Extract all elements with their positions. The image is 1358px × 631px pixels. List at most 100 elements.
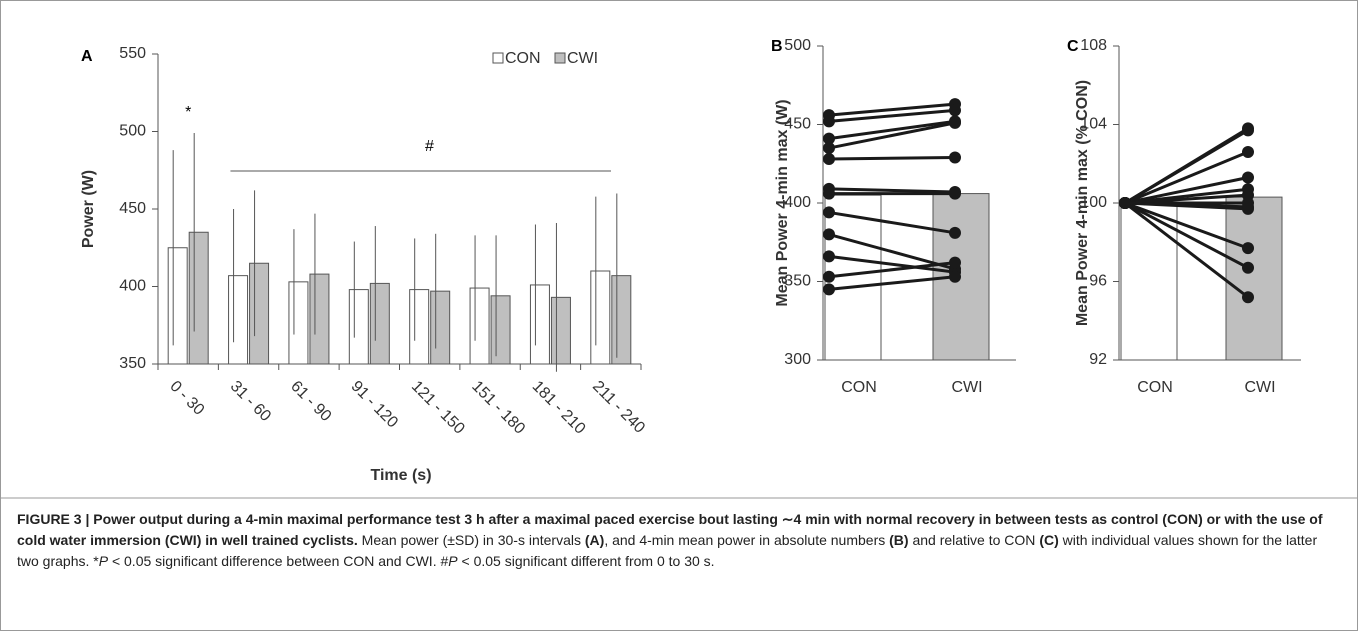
individual-point: [1242, 171, 1254, 184]
bar: [249, 262, 270, 365]
caption-text: < 0.05 significant different from 0 to 3…: [457, 553, 715, 569]
individual-point: [1119, 197, 1131, 209]
bar: [188, 231, 209, 365]
individual-point: [949, 151, 961, 164]
individual-point: [949, 187, 961, 200]
y-tick-label: 104: [1080, 116, 1107, 133]
individual-point: [823, 132, 835, 145]
x-tick-label: 31 - 60: [227, 378, 274, 425]
x-tick-label: 61 - 90: [287, 378, 334, 425]
caption-text: and relative to CON: [908, 532, 1040, 548]
bar: [469, 287, 490, 365]
legend-label: CWI: [567, 50, 598, 67]
y-tick-label: 550: [119, 45, 146, 62]
individual-line: [1124, 129, 1249, 205]
individual-line: [1124, 150, 1249, 205]
y-tick-label: 450: [119, 200, 146, 217]
bar: [348, 289, 369, 365]
chart-area: 350 400 450 500 550 Power (W) A 0 - 30 31 - 60 61…: [1, 37, 1357, 499]
x-tick-label: 91 - 120: [347, 378, 401, 432]
caption-text: , and 4-min mean power in absolute numbe…: [604, 532, 890, 548]
individual-line: [1124, 176, 1249, 205]
x-tick-label: CWI: [1244, 379, 1275, 396]
individual-line: [828, 121, 956, 150]
y-tick-label: 400: [119, 278, 146, 295]
caption-text: P: [98, 553, 109, 569]
individual-point: [1242, 242, 1254, 255]
individual-line: [1124, 201, 1249, 299]
caption-text: (A): [584, 532, 605, 548]
panel-label: B: [771, 38, 783, 55]
individual-point: [1242, 202, 1254, 215]
legend-label: CON: [505, 50, 541, 67]
annotation: *: [185, 104, 191, 121]
bar: [288, 281, 309, 365]
individual-line: [828, 210, 956, 235]
bar: [167, 247, 188, 365]
y-tick-label: 450: [784, 116, 811, 133]
individual-point: [1242, 145, 1254, 158]
individual-line: [1124, 201, 1249, 250]
caption-text: P: [448, 553, 458, 569]
bar: [430, 290, 451, 365]
caption-text: with individual values shown for the lat…: [17, 532, 1318, 569]
bar: [490, 295, 511, 365]
panel-label: A: [81, 48, 93, 65]
caption-text: < 0.05 significant difference between CO…: [108, 553, 449, 569]
y-tick-label: 500: [119, 123, 146, 140]
individual-line: [828, 275, 956, 291]
x-tick-label: CON: [841, 379, 877, 396]
x-tick-label: CON: [1137, 379, 1173, 396]
x-tick-label: 121 - 150: [408, 378, 468, 438]
individual-point: [823, 115, 835, 128]
bar: [309, 273, 330, 365]
individual-line: [828, 261, 956, 279]
caption-text: (B): [889, 532, 909, 548]
bar: [590, 270, 611, 365]
individual-point: [949, 270, 961, 283]
individual-point: [949, 104, 961, 117]
individual-point: [949, 226, 961, 239]
individual-line: [828, 119, 956, 141]
individual-point: [823, 153, 835, 166]
y-tick-label: 400: [784, 194, 811, 211]
individual-line: [828, 232, 956, 271]
y-tick-label: 350: [119, 355, 146, 372]
y-axis-label: Power (W): [80, 170, 97, 248]
individual-line: [1124, 201, 1249, 211]
caption-text: (C): [1039, 532, 1059, 548]
individual-point: [823, 270, 835, 283]
bar: [228, 275, 249, 365]
y-tick-label: 500: [784, 37, 811, 54]
legend-swatch: [554, 52, 566, 64]
bar: [611, 275, 632, 365]
bar: [409, 289, 430, 365]
y-tick-label: 350: [784, 273, 811, 290]
individual-line: [1124, 201, 1249, 270]
individual-line: [828, 108, 956, 123]
x-tick-label: 0 - 30: [166, 378, 207, 419]
individual-point: [823, 187, 835, 200]
annotation: #: [425, 138, 434, 155]
individual-line: [828, 102, 956, 117]
y-tick-label: 92: [1089, 351, 1107, 368]
caption: FIGURE 3 | Power output during a 4-min m…: [17, 509, 1342, 572]
bar: [550, 296, 571, 365]
x-tick-label: 211 - 240: [589, 378, 648, 437]
individual-point: [823, 142, 835, 155]
legend-swatch: [492, 52, 504, 64]
individual-point: [823, 250, 835, 263]
bar: [529, 284, 550, 365]
y-tick-label: 100: [1080, 194, 1107, 211]
panel-label: C: [1067, 38, 1079, 55]
x-tick-label: 181 - 210: [529, 378, 589, 438]
caption-text: FIGURE 3 | Power output during a 4-min m…: [17, 511, 1323, 548]
individual-point: [1242, 261, 1254, 274]
individual-point: [823, 206, 835, 219]
individual-point: [823, 283, 835, 296]
y-axis-label: Mean Power 4-min max (% CON): [1074, 80, 1091, 326]
bar: [1120, 202, 1178, 361]
y-axis-label: Mean Power 4-min max (W): [774, 99, 791, 306]
y-tick-label: 300: [784, 351, 811, 368]
